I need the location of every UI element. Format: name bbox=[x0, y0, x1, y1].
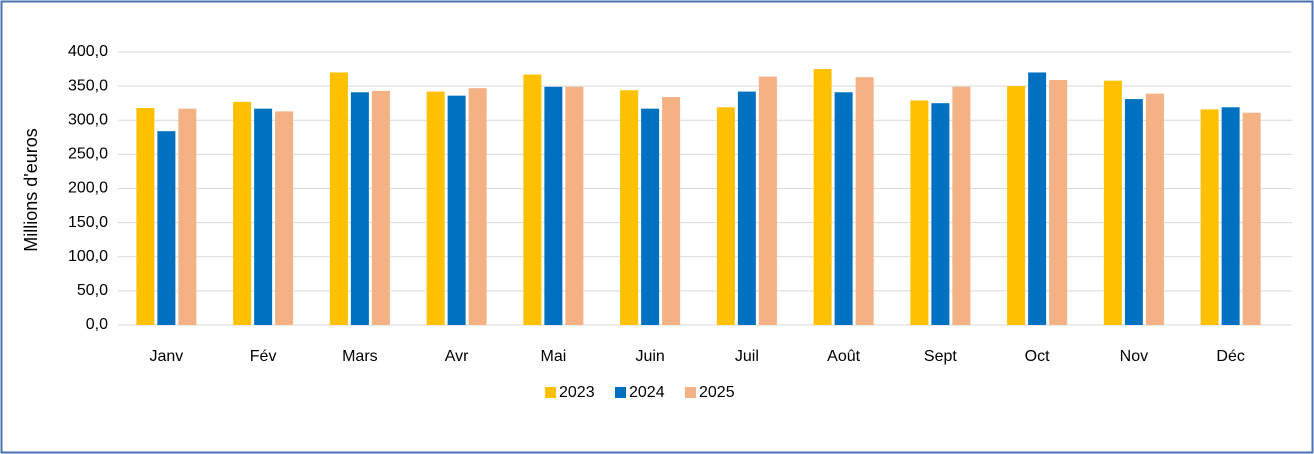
x-tick-label: Oct bbox=[1025, 348, 1050, 365]
x-tick-label: Janv bbox=[149, 348, 183, 365]
bar bbox=[1049, 79, 1068, 325]
y-tick-label: 150,0 bbox=[68, 214, 108, 231]
legend-label: 2024 bbox=[629, 384, 665, 401]
bar bbox=[1242, 112, 1261, 326]
bar bbox=[1028, 72, 1047, 325]
bar bbox=[1145, 93, 1164, 325]
bar bbox=[931, 103, 950, 325]
bar bbox=[523, 74, 542, 326]
bar bbox=[254, 108, 273, 326]
bar bbox=[813, 69, 832, 325]
bar bbox=[1221, 107, 1240, 325]
x-tick-label: Mars bbox=[342, 348, 378, 365]
bar bbox=[758, 76, 777, 325]
legend-swatch bbox=[545, 387, 556, 398]
bar bbox=[371, 90, 390, 325]
bar bbox=[426, 91, 445, 326]
bar bbox=[447, 95, 466, 326]
bar bbox=[157, 131, 176, 325]
y-tick-label: 0,0 bbox=[86, 316, 108, 333]
bar bbox=[329, 72, 348, 325]
y-tick-label: 50,0 bbox=[77, 282, 108, 299]
bar bbox=[834, 92, 853, 325]
bar bbox=[855, 77, 874, 325]
legend-label: 2025 bbox=[699, 384, 735, 401]
bar bbox=[544, 86, 563, 326]
bar bbox=[1103, 80, 1122, 325]
bar bbox=[1124, 99, 1143, 325]
y-tick-label: 100,0 bbox=[68, 248, 108, 265]
bar bbox=[565, 86, 584, 326]
bar bbox=[233, 101, 252, 325]
legend-swatch bbox=[615, 387, 626, 398]
y-axis-label: Millions d'euros bbox=[21, 128, 41, 252]
y-tick-label: 300,0 bbox=[68, 111, 108, 128]
bar bbox=[468, 88, 487, 325]
bar bbox=[737, 91, 756, 326]
x-tick-label: Juil bbox=[735, 348, 759, 365]
bar bbox=[952, 86, 971, 326]
x-tick-label: Sept bbox=[924, 348, 957, 365]
bar bbox=[136, 107, 155, 325]
x-tick-label: Avr bbox=[445, 348, 469, 365]
bar bbox=[1007, 86, 1026, 325]
legend-swatch bbox=[685, 387, 696, 398]
legend-label: 2023 bbox=[559, 384, 595, 401]
y-tick-label: 200,0 bbox=[68, 180, 108, 197]
x-tick-label: Juin bbox=[635, 348, 664, 365]
bar bbox=[910, 100, 929, 326]
x-tick-label: Nov bbox=[1120, 348, 1148, 365]
bar bbox=[1200, 109, 1219, 325]
y-tick-label: 350,0 bbox=[68, 77, 108, 94]
x-tick-label: Août bbox=[827, 348, 860, 365]
bar bbox=[716, 107, 735, 325]
bar bbox=[350, 92, 369, 325]
x-tick-label: Déc bbox=[1216, 348, 1244, 365]
bar bbox=[178, 108, 197, 326]
bar bbox=[620, 90, 639, 325]
x-tick-label: Fév bbox=[250, 348, 277, 365]
x-tick-label: Mai bbox=[540, 348, 566, 365]
bar bbox=[662, 97, 681, 325]
bar bbox=[641, 108, 660, 326]
bar bbox=[275, 111, 294, 325]
y-tick-label: 400,0 bbox=[68, 43, 108, 60]
y-tick-label: 250,0 bbox=[68, 146, 108, 163]
